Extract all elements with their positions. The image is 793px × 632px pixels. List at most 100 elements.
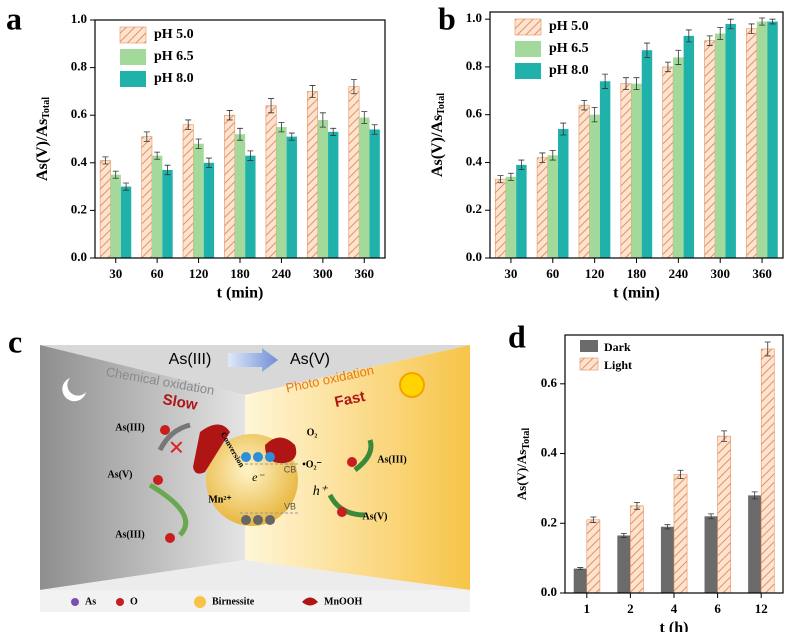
- plot-frame: [489, 11, 784, 259]
- bar: [234, 134, 246, 258]
- bar: [276, 127, 287, 258]
- legend-label: pH 6.5: [154, 49, 194, 64]
- flow-arrow: [148, 482, 189, 537]
- diagram-legend: Birnessite: [212, 596, 255, 607]
- y-tick-label: 0.0: [466, 249, 482, 264]
- legend-swatch: [579, 357, 599, 371]
- bar: [516, 164, 527, 258]
- error-bar: [633, 77, 640, 91]
- x-axis-label: t (h): [660, 620, 689, 632]
- plot-frame: [94, 19, 386, 259]
- conversion-arrow: [228, 348, 278, 372]
- bar: [746, 28, 758, 259]
- y-tick-label: 0.6: [466, 106, 483, 121]
- bar: [717, 435, 731, 594]
- top-region: [40, 345, 470, 395]
- diagram-label: As(III): [115, 422, 144, 433]
- bar: [359, 117, 370, 258]
- legend-icon: [302, 597, 318, 606]
- legend-label: pH 8.0: [154, 71, 194, 86]
- legend-swatch: [514, 18, 542, 36]
- y-tick-label: 0.2: [541, 514, 557, 529]
- bar: [265, 105, 277, 259]
- y-axis-label-main: As(V)/As: [514, 450, 529, 501]
- x-tick-label: 240: [272, 266, 292, 281]
- bar: [573, 568, 587, 593]
- bar: [704, 516, 718, 593]
- diagram-label: O₂: [307, 427, 318, 438]
- error-bar: [748, 23, 755, 34]
- error-bar: [237, 127, 243, 141]
- right-speed: Fast: [333, 388, 367, 411]
- bar: [99, 160, 111, 259]
- legend-label: Light: [604, 358, 632, 372]
- error-bar: [226, 110, 233, 121]
- bar: [286, 136, 297, 258]
- y-axis-label-main: As(V)/As: [34, 119, 51, 181]
- bar: [725, 23, 736, 259]
- diagram-label: As(V): [108, 469, 133, 480]
- bar: [673, 57, 684, 259]
- error-bar: [497, 175, 504, 184]
- x-tick-label: 360: [752, 266, 772, 281]
- bar: [141, 136, 153, 259]
- error-bar: [623, 77, 630, 91]
- error-bar: [769, 18, 776, 25]
- y-tick-label: 0.2: [71, 201, 87, 216]
- bar: [617, 535, 631, 593]
- chemical-region: [40, 345, 245, 590]
- y-tick-label: 0.4: [541, 445, 558, 460]
- holes: [241, 515, 275, 525]
- plot-frame: [564, 334, 784, 594]
- bar: [317, 119, 329, 259]
- x-tick-label: 300: [313, 266, 333, 281]
- y-tick-label: 1.0: [71, 11, 87, 26]
- legend-swatch: [120, 71, 146, 87]
- legend-icon: [116, 598, 124, 606]
- x-tick-label: 180: [230, 266, 250, 281]
- bar: [760, 348, 775, 594]
- legend-swatch: [515, 41, 541, 57]
- error-bar: [288, 132, 295, 141]
- y-axis-label-sub: Total: [436, 93, 447, 115]
- error-bar: [577, 567, 584, 571]
- bar: [714, 33, 726, 258]
- molecules: [153, 425, 357, 543]
- error-bar: [102, 156, 109, 165]
- mnooh: [193, 424, 230, 474]
- bar: [631, 83, 642, 258]
- bar: [589, 114, 600, 258]
- x-tick-label: 30: [109, 266, 122, 281]
- error-bar: [717, 27, 724, 40]
- error-bar: [581, 99, 588, 111]
- bar: [369, 129, 380, 258]
- error-bar: [706, 35, 713, 46]
- error-bar: [143, 131, 150, 142]
- x-tick-label: 60: [546, 266, 559, 281]
- electrons: [241, 452, 275, 462]
- y-tick-label: 0.8: [466, 58, 483, 73]
- legend-label: pH 5.0: [549, 19, 589, 34]
- cross-mark: ✕: [168, 438, 185, 460]
- diagram-legend: As: [85, 596, 96, 607]
- bar: [328, 131, 339, 258]
- x-tick-label: 120: [189, 266, 209, 281]
- bar: [673, 474, 688, 594]
- y-tick-label: 0.6: [71, 106, 88, 121]
- error-bar: [205, 157, 212, 168]
- moon-icon: [62, 378, 86, 402]
- bar: [662, 66, 674, 259]
- x-tick-label: 6: [714, 601, 721, 616]
- legend-swatch: [120, 49, 146, 65]
- from-label: As(III): [169, 351, 212, 368]
- error-bar: [507, 172, 514, 181]
- diagram-legend: O: [130, 596, 138, 607]
- y-tick-label: 0.2: [466, 201, 482, 216]
- bar: [203, 162, 215, 258]
- error-bar: [539, 152, 546, 163]
- legend-swatch: [515, 63, 541, 79]
- y-tick-label: 0.4: [71, 154, 88, 169]
- bar: [547, 155, 559, 258]
- bar: [307, 91, 318, 259]
